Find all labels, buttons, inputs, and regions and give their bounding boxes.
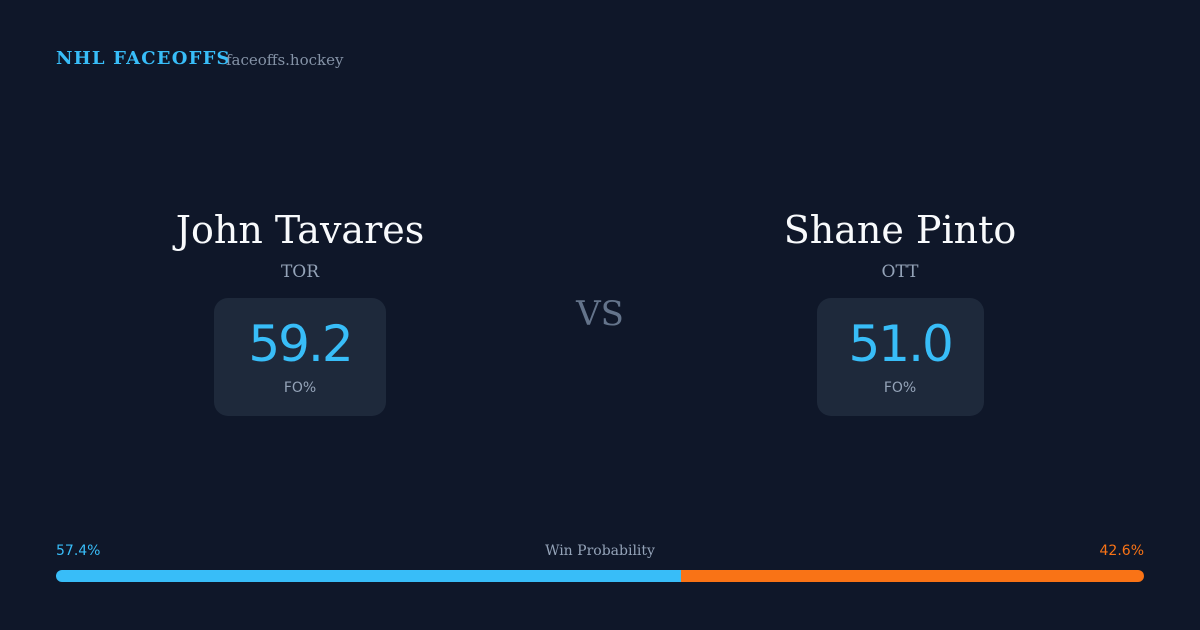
win-prob-left: 57.4% bbox=[56, 543, 101, 559]
stat-box: 59.2 FO% bbox=[214, 298, 386, 416]
stat-label: FO% bbox=[283, 380, 317, 396]
versus: VS bbox=[576, 294, 624, 334]
stat-value: 59.2 bbox=[248, 315, 353, 373]
player-name: Shane Pinto bbox=[783, 208, 1017, 252]
team: OTT bbox=[881, 262, 919, 282]
site-name: faceoffs.hockey bbox=[226, 51, 344, 69]
stat-box: 51.0 FO% bbox=[816, 298, 984, 416]
stat-value: 51.0 bbox=[848, 315, 954, 373]
brand-title: NHL FACEOFFS bbox=[56, 48, 231, 69]
team: TOR bbox=[280, 262, 320, 282]
win-prob-segment bbox=[680, 570, 1144, 582]
stat-label: FO% bbox=[883, 380, 917, 396]
win-prob-segment bbox=[56, 570, 681, 582]
win-prob-right: 42.6% bbox=[1099, 543, 1144, 559]
player-right: Shane Pinto OTT 51.0 FO% bbox=[700, 200, 1100, 416]
win-prob-label: Win Probability bbox=[545, 543, 655, 559]
player-name: John Tavares bbox=[175, 208, 425, 252]
win-prob-bar bbox=[56, 570, 1144, 582]
player-left: John Tavares TOR 59.2 FO% bbox=[100, 200, 500, 416]
